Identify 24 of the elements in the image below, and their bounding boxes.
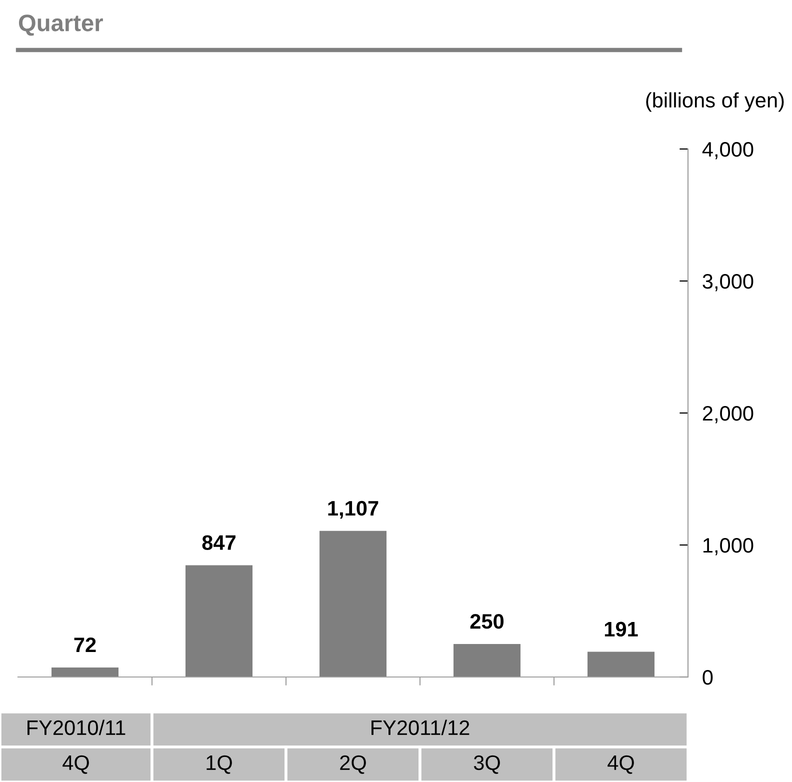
bar	[320, 530, 386, 677]
y-tick-label: 0	[702, 670, 713, 685]
y-tick-label: 2,000	[702, 406, 754, 424]
bar	[454, 644, 520, 677]
x-tick-label: 4Q	[62, 755, 89, 774]
x-tick-label: 3Q	[474, 755, 500, 774]
bar	[186, 565, 252, 677]
text: FY2011/12	[372, 720, 470, 736]
text: FY2010/11	[28, 720, 126, 736]
data-label: 250	[470, 614, 504, 629]
y-axis-title: (billions of yen)	[646, 92, 784, 112]
y-tick-label: 3,000	[702, 274, 754, 292]
x-tick-label: 1Q	[206, 755, 232, 774]
data-label: 847	[202, 535, 236, 550]
y-tick-label: 4,000	[702, 142, 754, 160]
x-tick-label: 2Q	[340, 755, 366, 774]
data-label: 191	[604, 622, 638, 637]
bar	[52, 667, 118, 677]
y-tick-label: 1,000	[703, 538, 754, 556]
data-label: 72	[74, 638, 96, 652]
x-tick-label: 4Q	[608, 755, 634, 774]
data-label: 1,107	[328, 500, 378, 519]
bar	[588, 652, 654, 677]
chart-title: Quarter	[18, 14, 103, 36]
